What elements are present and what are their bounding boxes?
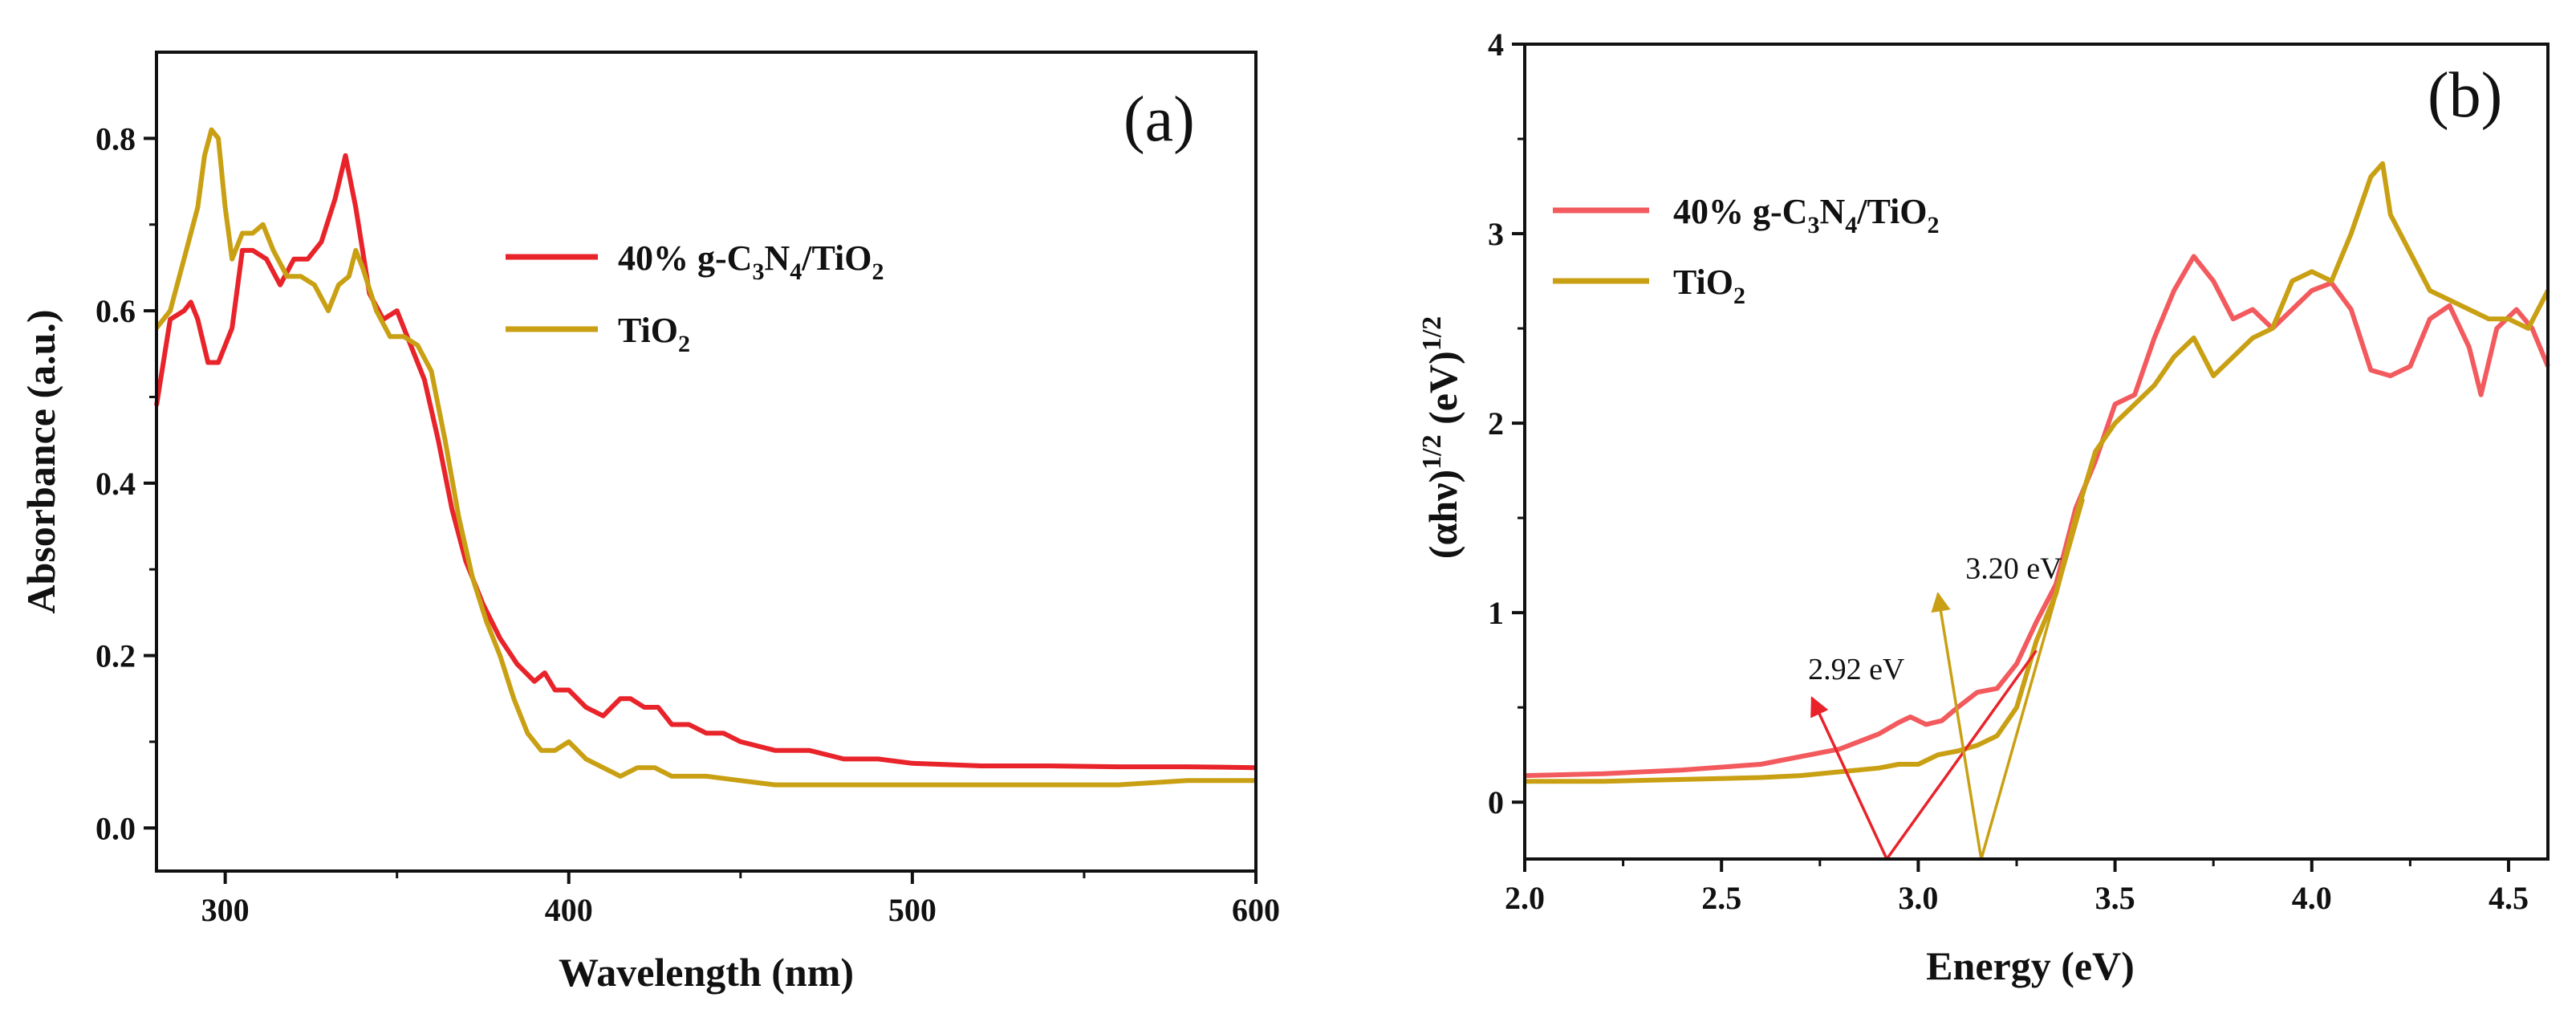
- legend-subscript: 2: [1927, 212, 1939, 238]
- panel-a-xlabel: Wavelength (nm): [559, 950, 854, 995]
- panel-a-ticks: 300 400 500 600 0.0 0.2 0.4 0.6 0.8: [95, 120, 1280, 928]
- panel-a-legend: 40% g-C3N4/TiO2 TiO2: [506, 238, 884, 357]
- tangent-line: [1885, 649, 2038, 861]
- panel-a-series: [154, 127, 1257, 788]
- panel-a-legend-label-composite: 40% g-C3N4/TiO2: [618, 238, 884, 285]
- legend-text-part: 40% g-C: [618, 238, 752, 278]
- panel-a-ytick-label: 0.4: [95, 466, 136, 502]
- legend-subscript: 4: [790, 259, 802, 285]
- legend-subscript: 2: [872, 259, 884, 285]
- panel-a-label: (a): [1123, 84, 1195, 155]
- legend-text-part: N: [1819, 192, 1845, 231]
- legend-subscript: 2: [678, 331, 690, 357]
- panel-a-xtick-label: 300: [201, 892, 250, 928]
- ylabel-superscript: 1/2: [1417, 434, 1447, 469]
- panel-b-xtick-label: 4.0: [2292, 880, 2332, 916]
- ylabel-part: (αhν): [1420, 470, 1465, 559]
- legend-text-part: /TiO: [801, 238, 872, 278]
- tangent-line: [1980, 499, 2086, 860]
- panel-a: 300 400 500 600 0.0 0.2 0.4 0.6 0.8 (a) Waveleng…: [18, 51, 1280, 995]
- legend-text-part: 40% g-C: [1673, 192, 1807, 231]
- legend-text-part: TiO: [1673, 263, 1733, 302]
- annotation-arrow: [1931, 592, 1983, 860]
- legend-text-part: TiO: [618, 311, 678, 350]
- panel-b-ytick-label: 0: [1488, 784, 1504, 820]
- panel-a-ytick-label: 0.2: [95, 638, 136, 674]
- ylabel-superscript: 1/2: [1417, 316, 1447, 351]
- ylabel-part: (eV): [1420, 351, 1465, 425]
- bandgap-label: 3.20 eV: [1965, 552, 2062, 586]
- ylabel-part: [1420, 425, 1465, 435]
- panel-a-legend-label-tio2: TiO2: [618, 311, 690, 357]
- panel-a-xtick-label: 600: [1232, 892, 1280, 928]
- panel-b-ytick-label: 1: [1488, 595, 1504, 631]
- legend-text-part: /TiO: [1856, 192, 1927, 231]
- panel-b-frame: [1523, 43, 2550, 861]
- panel-b-ytick-label: 2: [1488, 405, 1504, 442]
- legend-subscript: 3: [1807, 212, 1819, 238]
- panel-b-xlabel: Energy (eV): [1926, 943, 2135, 988]
- panel-b-series-tio2: [1525, 161, 2550, 784]
- panel-a-series-composite: [154, 153, 1257, 771]
- legend-subscript: 4: [1845, 212, 1857, 238]
- panel-b-ytick-label: 4: [1488, 26, 1504, 63]
- panel-b-xtick-label: 3.5: [2095, 880, 2135, 916]
- panel-b-annotations: 2.92 eV 3.20 eV: [1808, 499, 2086, 861]
- panel-b-series-composite: [1524, 254, 2550, 779]
- panel-b-ytick-label: 3: [1488, 216, 1504, 252]
- panel-b-legend-label-tio2: TiO2: [1673, 263, 1745, 309]
- panel-b-xtick-label: 2.5: [1701, 880, 1741, 916]
- panel-b-xtick-label: 2.0: [1505, 880, 1545, 916]
- panel-a-ytick-label: 0.0: [95, 810, 136, 846]
- bandgap-label: 2.92 eV: [1808, 653, 1905, 686]
- panel-a-ylabel: Absorbance (a.u.): [18, 309, 63, 613]
- panel-b-legend-label-composite: 40% g-C3N4/TiO2: [1673, 192, 1939, 238]
- legend-text-part: N: [764, 238, 790, 278]
- panel-a-ytick-label: 0.8: [95, 120, 136, 157]
- legend-subscript: 2: [1733, 283, 1745, 309]
- panel-a-xtick-label: 500: [888, 892, 937, 928]
- legend-subscript: 3: [752, 259, 764, 285]
- panel-a-frame: [155, 51, 1258, 873]
- panel-b-ylabel: (αhν)1/2 (eV)1/2: [1417, 316, 1465, 559]
- panel-b-xtick-label: 3.0: [1898, 880, 1938, 916]
- panel-b-series: [1524, 161, 2550, 784]
- panel-b-label: (b): [2428, 60, 2502, 131]
- panel-a-ytick-label: 0.6: [95, 293, 136, 329]
- panel-b-xtick-label: 4.5: [2489, 880, 2529, 916]
- panel-a-xtick-label: 400: [545, 892, 593, 928]
- panel-a-series-tio2: [154, 127, 1256, 788]
- annotation-arrow: [1810, 696, 1888, 860]
- panel-b-legend: 40% g-C3N4/TiO2 TiO2: [1553, 192, 1939, 309]
